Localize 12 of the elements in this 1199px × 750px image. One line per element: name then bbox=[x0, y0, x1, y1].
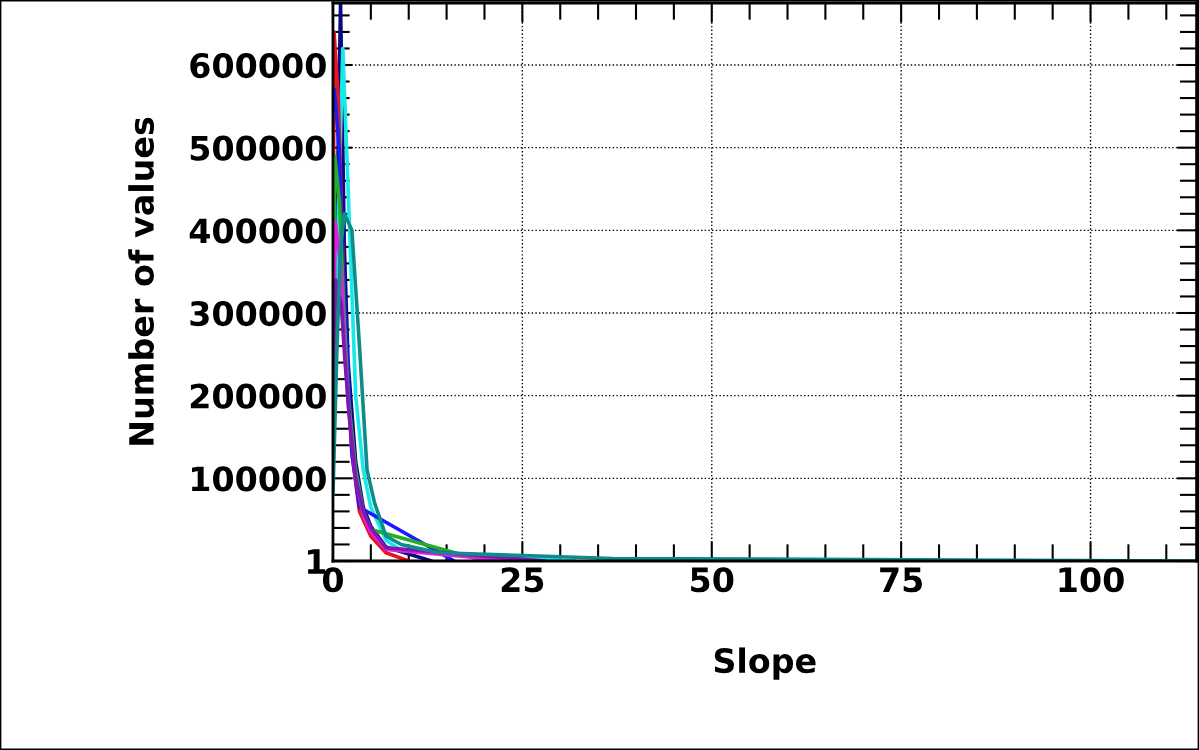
y-tick-label: 600000 bbox=[190, 52, 326, 79]
y-tick-label: 400000 bbox=[189, 218, 326, 244]
y-tick-label: 300000 bbox=[190, 300, 326, 327]
x-axis-title: Slope bbox=[714, 647, 816, 680]
x-tick-label: 25 bbox=[501, 567, 544, 593]
y-tick-label: 100000 bbox=[192, 466, 326, 492]
y-tick-label: 500000 bbox=[190, 135, 326, 161]
y-tick-label: 200000 bbox=[190, 383, 326, 409]
x-tick-label: 100 bbox=[1059, 567, 1124, 593]
y-axis-title: Number of values bbox=[128, 117, 155, 445]
x-tick-label: 50 bbox=[691, 567, 734, 593]
x-tick-label: 75 bbox=[880, 567, 923, 593]
